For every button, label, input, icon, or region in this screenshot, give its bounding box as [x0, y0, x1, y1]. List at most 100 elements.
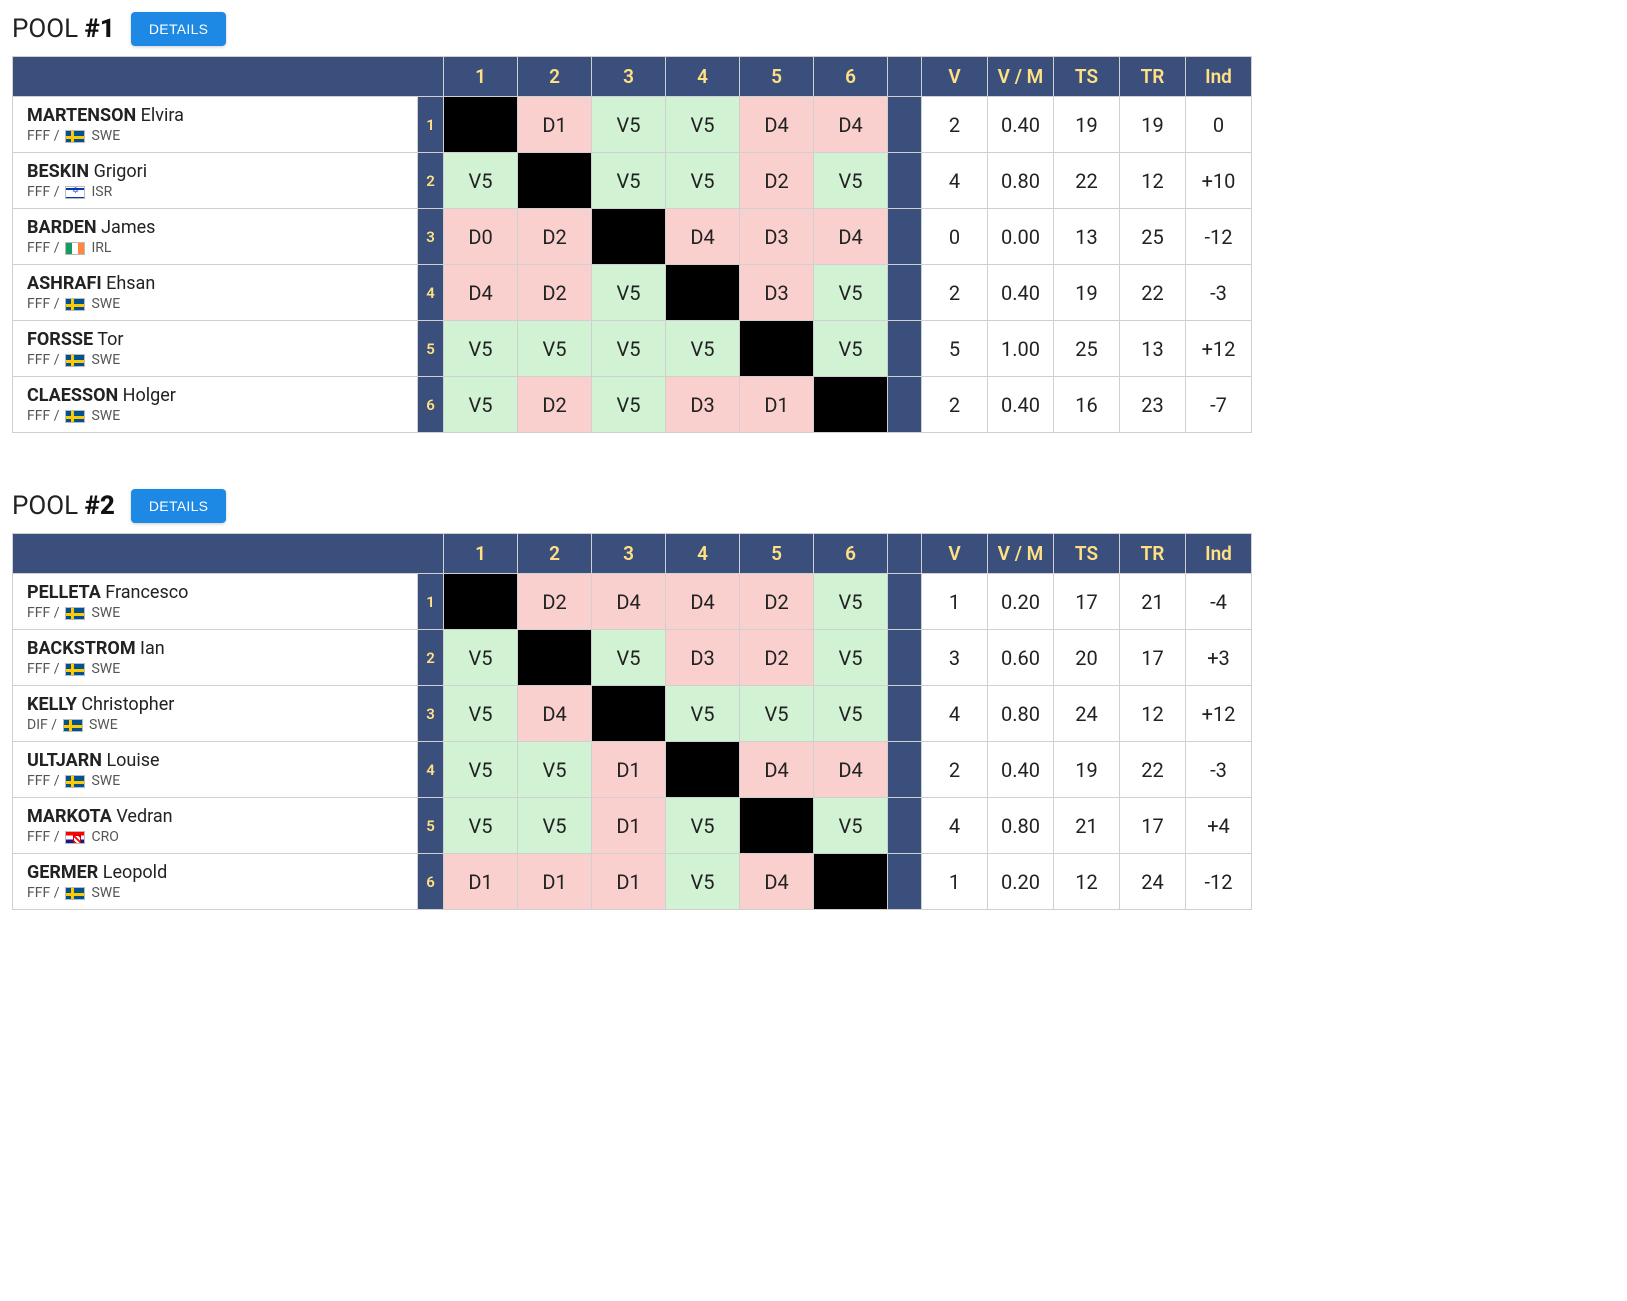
details-button[interactable]: DETAILS	[131, 489, 226, 523]
score-cell: D1	[592, 742, 666, 798]
stat-cell-ts: 13	[1054, 209, 1120, 265]
table-row: BESKIN GrigoriFFF / ISR2V5V5V5D2V540.802…	[13, 153, 1252, 209]
score-cell: D1	[592, 798, 666, 854]
col-header-number: 5	[740, 57, 814, 97]
fencer-firstname: Ehsan	[102, 273, 156, 294]
fencer-club: FFF /	[27, 773, 59, 789]
fencer-name-cell: KELLY ChristopherDIF / SWE	[13, 686, 418, 742]
fencer-firstname: Grigori	[89, 161, 147, 182]
stat-cell-v: 0	[922, 209, 988, 265]
stat-cell-ind: +12	[1186, 321, 1252, 377]
stat-header: V	[922, 534, 988, 574]
stat-cell-vm: 0.40	[988, 377, 1054, 433]
fencer-surname: BARDEN	[27, 217, 97, 238]
col-header-number: 1	[444, 534, 518, 574]
name-header	[13, 57, 444, 97]
score-cell: V5	[444, 630, 518, 686]
stat-cell-tr: 12	[1120, 686, 1186, 742]
pool-table: 123456VV / MTSTRIndPELLETA FrancescoFFF …	[12, 533, 1252, 910]
stat-cell-v: 4	[922, 798, 988, 854]
fencer-club: FFF /	[27, 408, 59, 424]
score-cell: V5	[814, 686, 888, 742]
stat-cell-v: 4	[922, 153, 988, 209]
row-index: 3	[418, 686, 444, 742]
fencer-country: SWE	[91, 773, 120, 789]
table-row: KELLY ChristopherDIF / SWE3V5D4V5V5V540.…	[13, 686, 1252, 742]
row-index: 1	[418, 574, 444, 630]
col-header-number: 5	[740, 534, 814, 574]
stat-cell-v: 4	[922, 686, 988, 742]
score-cell: D2	[740, 630, 814, 686]
score-cell: D3	[666, 630, 740, 686]
stat-header: TS	[1054, 534, 1120, 574]
stat-header: TR	[1120, 57, 1186, 97]
stat-cell-vm: 0.20	[988, 854, 1054, 910]
stat-header: TS	[1054, 57, 1120, 97]
score-cell: V5	[518, 798, 592, 854]
row-index: 6	[418, 377, 444, 433]
score-cell: D4	[740, 854, 814, 910]
table-row: MARKOTA VedranFFF / CRO5V5V5D1V5V540.802…	[13, 798, 1252, 854]
gap-cell	[888, 209, 922, 265]
stat-cell-tr: 24	[1120, 854, 1186, 910]
pool-block: POOL #2DETAILS123456VV / MTSTRIndPELLETA…	[12, 489, 1615, 910]
fencer-club: FFF /	[27, 184, 59, 200]
score-cell: D4	[444, 265, 518, 321]
gap-cell	[888, 798, 922, 854]
score-cell: V5	[592, 377, 666, 433]
col-header-number: 1	[444, 57, 518, 97]
score-cell: D1	[592, 854, 666, 910]
pool-block: POOL #1DETAILS123456VV / MTSTRIndMARTENS…	[12, 12, 1615, 433]
score-cell: V5	[666, 686, 740, 742]
stat-cell-tr: 23	[1120, 377, 1186, 433]
fencer-firstname: Holger	[118, 385, 176, 406]
fencer-name-cell: PELLETA FrancescoFFF / SWE	[13, 574, 418, 630]
row-index: 5	[418, 798, 444, 854]
stat-cell-ts: 19	[1054, 97, 1120, 153]
score-cell: D3	[740, 265, 814, 321]
flag-icon	[65, 607, 85, 620]
stat-cell-ts: 22	[1054, 153, 1120, 209]
flag-icon	[65, 663, 85, 676]
pool-header: POOL #1DETAILS	[12, 12, 1615, 46]
score-cell: V5	[666, 97, 740, 153]
stat-cell-ind: -12	[1186, 854, 1252, 910]
score-cell: V5	[518, 321, 592, 377]
score-cell: D2	[518, 209, 592, 265]
score-cell	[592, 209, 666, 265]
details-button[interactable]: DETAILS	[131, 12, 226, 46]
row-index: 2	[418, 153, 444, 209]
flag-icon	[65, 298, 85, 311]
stat-cell-vm: 1.00	[988, 321, 1054, 377]
score-cell: V5	[592, 321, 666, 377]
score-cell: V5	[592, 630, 666, 686]
flag-icon	[65, 242, 85, 255]
fencer-name-cell: BESKIN GrigoriFFF / ISR	[13, 153, 418, 209]
fencer-name-cell: GERMER LeopoldFFF / SWE	[13, 854, 418, 910]
stat-cell-ind: +3	[1186, 630, 1252, 686]
pool-title: POOL #2	[12, 491, 115, 521]
score-cell: D4	[814, 97, 888, 153]
score-cell: V5	[444, 686, 518, 742]
stat-cell-ind: -12	[1186, 209, 1252, 265]
stat-cell-tr: 17	[1120, 630, 1186, 686]
fencer-club: FFF /	[27, 128, 59, 144]
fencer-country: SWE	[91, 128, 120, 144]
gap-header	[888, 57, 922, 97]
fencer-name-cell: ASHRAFI EhsanFFF / SWE	[13, 265, 418, 321]
table-row: FORSSE TorFFF / SWE5V5V5V5V5V551.002513+…	[13, 321, 1252, 377]
table-row: BARDEN JamesFFF / IRL3D0D2D4D3D400.00132…	[13, 209, 1252, 265]
score-cell: D4	[592, 574, 666, 630]
stat-cell-vm: 0.80	[988, 798, 1054, 854]
pool-table: 123456VV / MTSTRIndMARTENSON ElviraFFF /…	[12, 56, 1252, 433]
score-cell	[444, 97, 518, 153]
stat-cell-v: 5	[922, 321, 988, 377]
table-row: GERMER LeopoldFFF / SWE6D1D1D1V5D410.201…	[13, 854, 1252, 910]
score-cell: V5	[666, 321, 740, 377]
stat-cell-tr: 22	[1120, 265, 1186, 321]
fencer-surname: ULTJARN	[27, 750, 102, 771]
fencer-name-cell: ULTJARN LouiseFFF / SWE	[13, 742, 418, 798]
score-cell: D2	[518, 265, 592, 321]
gap-cell	[888, 630, 922, 686]
fencer-firstname: Leopold	[98, 862, 167, 883]
